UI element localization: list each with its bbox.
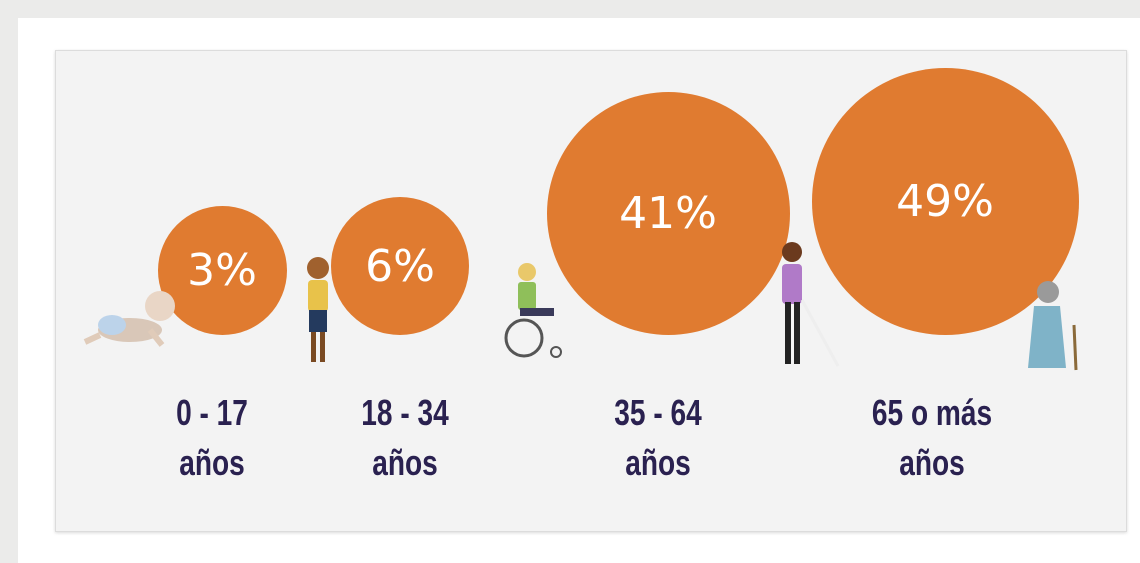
wheelchair-icon: [504, 263, 562, 358]
category-label: 65 o más años: [871, 392, 993, 483]
value-label: 3%: [187, 245, 257, 296]
baby-icon: [83, 291, 175, 347]
bubble: 3%: [157, 206, 287, 335]
bubble: 49%: [811, 68, 1079, 335]
value-label: 6%: [365, 240, 435, 292]
value-label: 49%: [896, 176, 994, 227]
category-label: 35 - 64 años: [614, 392, 702, 483]
category-label: 18 - 34 años: [361, 392, 449, 483]
value-label: 41%: [619, 188, 717, 239]
bubble: 6%: [331, 197, 469, 335]
category-label: 0 - 17 años: [176, 392, 248, 483]
bubble: 41%: [546, 92, 790, 335]
blind-person-icon: [782, 242, 840, 367]
child-icon: [307, 257, 329, 362]
elderly-icon: [1028, 281, 1078, 371]
